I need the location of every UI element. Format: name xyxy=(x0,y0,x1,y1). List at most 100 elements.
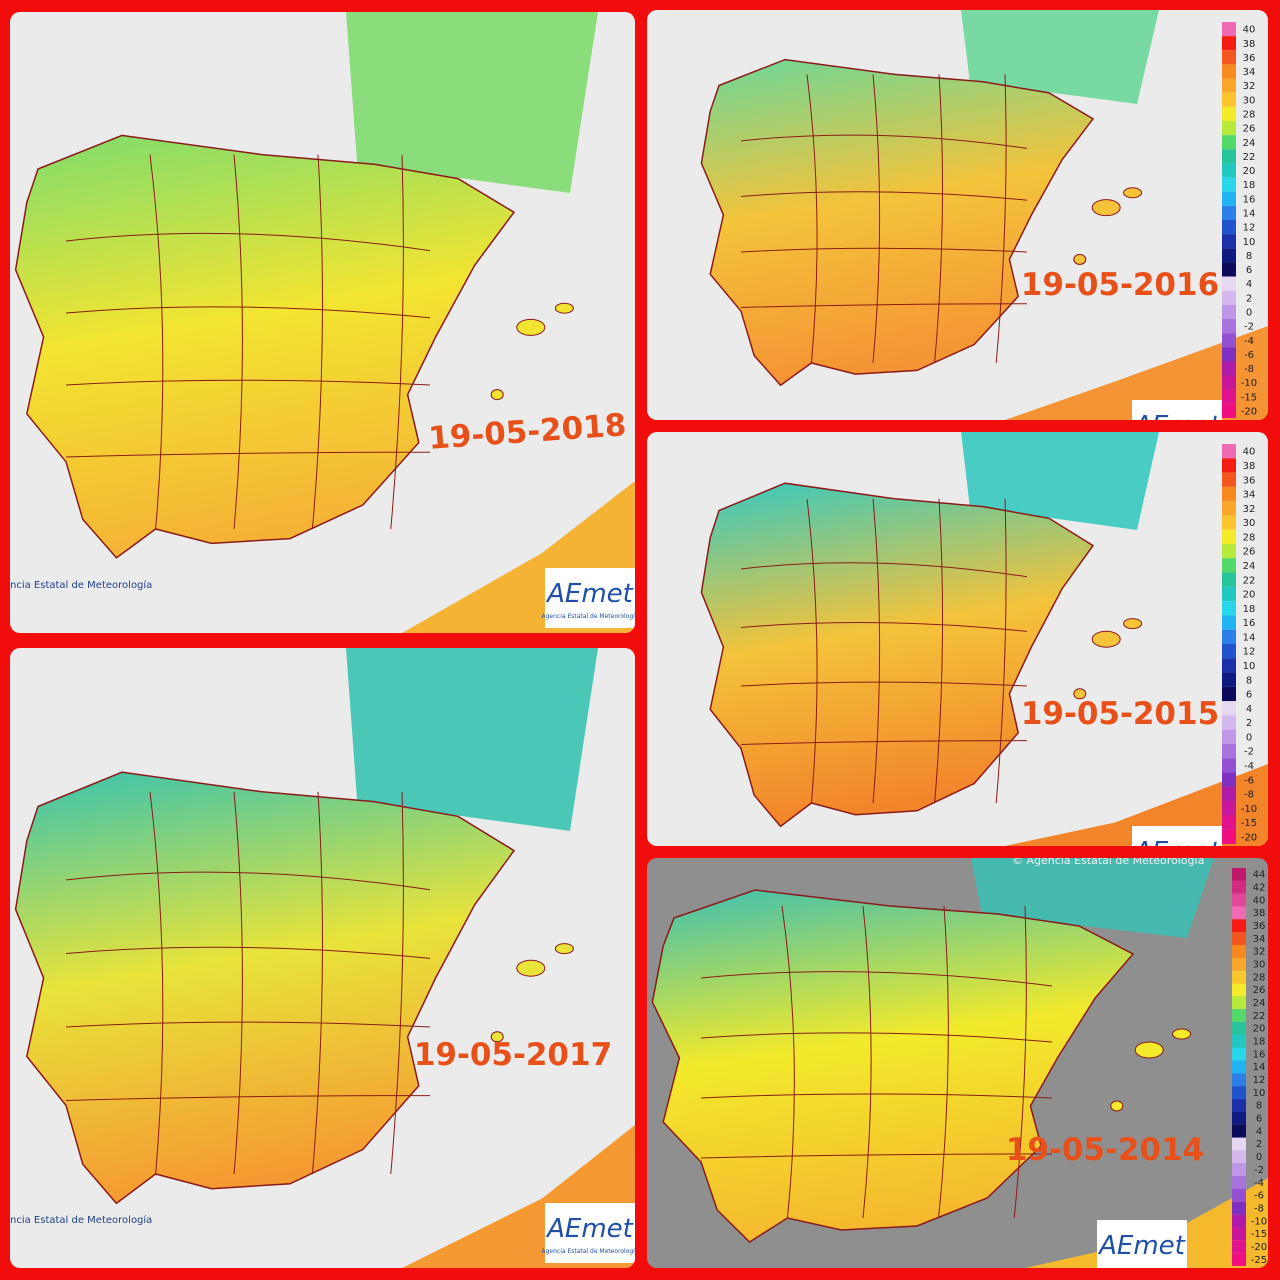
france xyxy=(346,648,598,831)
legend-swatch xyxy=(1232,1073,1246,1087)
legend-swatch xyxy=(1222,758,1236,773)
credit: © Agencia Estatal de Meteorología xyxy=(1012,858,1204,867)
legend-swatch xyxy=(1232,1124,1246,1138)
province-border xyxy=(934,498,944,804)
province-border xyxy=(65,379,431,386)
legend-swatch xyxy=(1222,829,1236,844)
legend-label: 26 xyxy=(1243,124,1256,135)
legend-swatch xyxy=(1232,1240,1246,1254)
logo-box xyxy=(545,568,635,628)
legend-swatch xyxy=(1222,601,1236,616)
island xyxy=(1172,1028,1192,1040)
legend-label: 36 xyxy=(1243,475,1256,486)
legend-swatch xyxy=(1232,983,1246,997)
legend-label: 16 xyxy=(1243,618,1256,629)
legend-label: 38 xyxy=(1243,461,1256,472)
iberia xyxy=(700,482,1095,828)
legend-label: 34 xyxy=(1243,490,1256,501)
legend-label: 24 xyxy=(1253,998,1266,1009)
legend-label: -10 xyxy=(1241,378,1257,389)
legend-label: -20 xyxy=(1251,1242,1267,1253)
province-border xyxy=(390,791,404,1175)
legend-label: 8 xyxy=(1246,251,1252,262)
island xyxy=(554,943,574,955)
legend-swatch xyxy=(1232,1176,1246,1189)
legend-label: 10 xyxy=(1253,1088,1266,1099)
province-border xyxy=(740,740,1028,745)
legend-swatch xyxy=(1232,1214,1246,1228)
province-border xyxy=(65,946,431,959)
legend-swatch xyxy=(1222,672,1236,687)
province-border xyxy=(740,621,1028,632)
legend-swatch xyxy=(1222,50,1236,65)
island xyxy=(516,318,546,336)
legend-label: 42 xyxy=(1253,882,1266,893)
legend-label: 18 xyxy=(1243,180,1256,191)
legend-swatch xyxy=(1222,686,1236,702)
credit: ncia Estatal de Meteorología xyxy=(10,579,152,591)
france xyxy=(971,858,1214,938)
legend-swatch xyxy=(1222,544,1236,559)
legend-label: -10 xyxy=(1251,1216,1267,1227)
legend-swatch xyxy=(1232,1163,1246,1177)
legend-label: 4 xyxy=(1246,279,1252,290)
legend-label: 4 xyxy=(1246,704,1252,715)
province-border xyxy=(740,191,1028,201)
legend-swatch xyxy=(1222,501,1236,516)
logo-box xyxy=(1132,826,1222,846)
legend-swatch xyxy=(1232,996,1246,1010)
legend-swatch xyxy=(1222,234,1236,249)
legend-swatch xyxy=(1232,1111,1246,1125)
france xyxy=(961,10,1159,104)
france xyxy=(346,12,598,193)
legend-label: -15 xyxy=(1251,1229,1267,1240)
legend-label: -20 xyxy=(1241,406,1257,417)
logo: AEmet xyxy=(1132,837,1221,846)
map-svg: 19-05-2017 AEmet Agencia Estatal de Meteor… xyxy=(10,648,635,1268)
legend-label: -2 xyxy=(1244,322,1254,333)
island xyxy=(554,302,574,314)
legend-label: -4 xyxy=(1254,1178,1264,1189)
island xyxy=(1110,1100,1124,1112)
map-panel: 19-05-2017 AEmet Agencia Estatal de Meteor… xyxy=(10,648,635,1268)
logo-caption: Agencia Estatal de Meteorología xyxy=(542,613,636,620)
legend-swatch xyxy=(1222,515,1236,530)
legend-swatch xyxy=(1222,177,1236,192)
province-border xyxy=(934,74,944,364)
province-border xyxy=(872,498,881,804)
province-border xyxy=(233,154,243,530)
province-border xyxy=(740,681,1028,687)
legend-swatch xyxy=(1222,191,1236,206)
credit: ncia Estatal de Meteorología xyxy=(10,1214,152,1226)
legend-swatch xyxy=(1222,458,1236,473)
legend-swatch xyxy=(1222,472,1236,487)
legend-label: 26 xyxy=(1253,985,1266,996)
legend-label: -2 xyxy=(1244,747,1254,758)
legend-label: 2 xyxy=(1246,718,1252,729)
legend-label: 6 xyxy=(1246,690,1252,701)
logo-box xyxy=(1097,1220,1187,1268)
france xyxy=(961,432,1159,530)
legend-label: 44 xyxy=(1253,870,1266,881)
province-border xyxy=(995,74,1007,364)
legend-label: -8 xyxy=(1244,790,1254,801)
legend-label: -10 xyxy=(1241,804,1257,815)
legend-label: 14 xyxy=(1243,208,1256,219)
legend-swatch xyxy=(1222,729,1236,744)
province-border xyxy=(995,498,1007,804)
map-svg: 19-05-2014444240383634323028262422201816… xyxy=(651,858,1268,1268)
legend-swatch xyxy=(1222,347,1236,362)
legend-swatch xyxy=(1222,615,1236,630)
legend-swatch xyxy=(1232,1227,1246,1241)
legend-label: 12 xyxy=(1243,647,1256,658)
legend-swatch xyxy=(1222,304,1236,319)
province-border xyxy=(938,905,949,1219)
province-border xyxy=(311,791,323,1175)
legend-label: 34 xyxy=(1253,934,1266,945)
iberia xyxy=(14,771,516,1205)
legend-swatch xyxy=(1222,375,1236,390)
province-border xyxy=(740,247,1028,253)
date-label: 19-05-2017 xyxy=(414,1037,612,1073)
province-border xyxy=(781,905,795,1219)
legend-label: 32 xyxy=(1253,947,1266,958)
